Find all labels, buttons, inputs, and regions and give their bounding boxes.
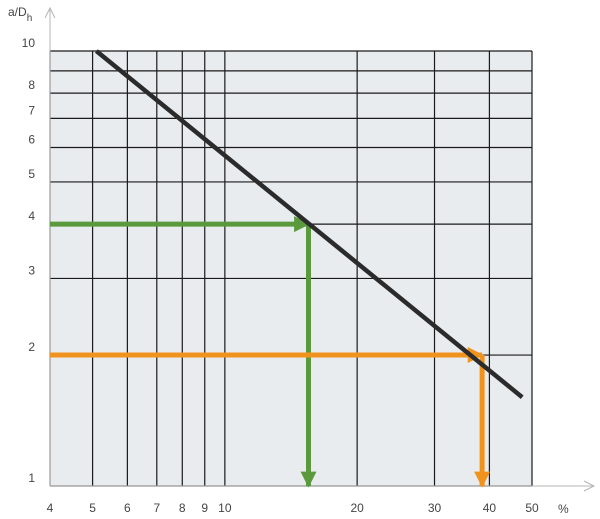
y-tick-label: 1: [28, 471, 35, 485]
y-tick-labels: 1 2 3 4 5 6 7 8 10: [22, 36, 36, 485]
y-tick-label: 7: [28, 103, 35, 117]
x-unit-label: %: [558, 502, 569, 516]
x-tick-labels: 4 5 6 7 8 9 10 20 30 40 50: [47, 501, 539, 515]
x-tick-label: 40: [483, 501, 497, 515]
y-tick-label: 5: [28, 167, 35, 181]
y-tick-label: 10: [22, 36, 36, 50]
x-axis-arrow-icon: [583, 480, 596, 492]
x-tick-label: 9: [201, 501, 208, 515]
y-tick-label: 6: [28, 133, 35, 147]
y-axis-label-main: a/D: [8, 5, 27, 19]
data-line: [94, 49, 524, 399]
x-tick-label: 50: [525, 501, 539, 515]
arrows: [50, 216, 491, 488]
y-axis-label: a/Dh: [8, 5, 32, 24]
x-tick-label: 8: [179, 501, 186, 515]
y-tick-label: 8: [28, 78, 35, 92]
x-tick-label: 30: [428, 501, 442, 515]
x-tick-label: 6: [124, 501, 131, 515]
x-tick-label: 20: [350, 501, 364, 515]
x-tick-label: 4: [47, 501, 54, 515]
y-tick-label: 3: [28, 263, 35, 277]
y-tick-label: 4: [28, 209, 35, 223]
y-tick-label: 2: [28, 340, 35, 354]
x-tick-label: 7: [153, 501, 160, 515]
x-tick-label: 5: [89, 501, 96, 515]
y-axis-arrow-icon: [44, 6, 56, 19]
y-axis-label-sub: h: [27, 13, 33, 24]
x-tick-label: 10: [218, 501, 232, 515]
plot-area: [50, 51, 532, 486]
